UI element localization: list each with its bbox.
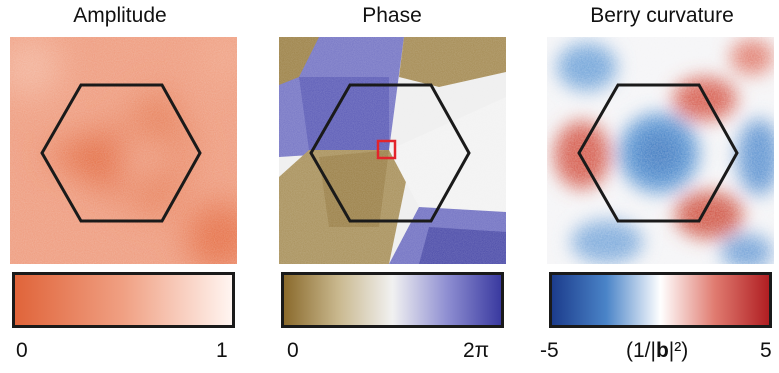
phase-max-label: 2π	[463, 339, 490, 362]
brillouin-zone-hexagon	[309, 83, 471, 223]
berry-unit-prefix: (1/|	[626, 339, 656, 362]
amplitude-colorbar	[12, 272, 235, 328]
berry-curvature-map	[547, 37, 774, 264]
berry-unit-label: (1/|b|²)	[626, 339, 688, 363]
berry-min-label: -5	[540, 339, 559, 362]
berry-max-label: 5	[760, 339, 772, 362]
amplitude-max-label: 1	[216, 339, 228, 362]
phase-map	[279, 37, 506, 264]
berry-curvature-title: Berry curvature	[590, 4, 734, 27]
berry-unit-suffix: |²)	[668, 339, 689, 362]
brillouin-zone-hexagon	[40, 83, 202, 223]
phase-min-label: 0	[287, 339, 299, 362]
berry-unit-bold: b	[655, 339, 669, 362]
amplitude-title: Amplitude	[73, 4, 167, 27]
phase-colorbar	[281, 272, 504, 328]
brillouin-zone-hexagon	[577, 83, 739, 223]
amplitude-map	[10, 37, 237, 264]
highlight-square	[376, 139, 397, 160]
amplitude-min-label: 0	[16, 339, 28, 362]
berry-curvature-colorbar	[549, 272, 772, 328]
phase-title: Phase	[362, 4, 422, 27]
